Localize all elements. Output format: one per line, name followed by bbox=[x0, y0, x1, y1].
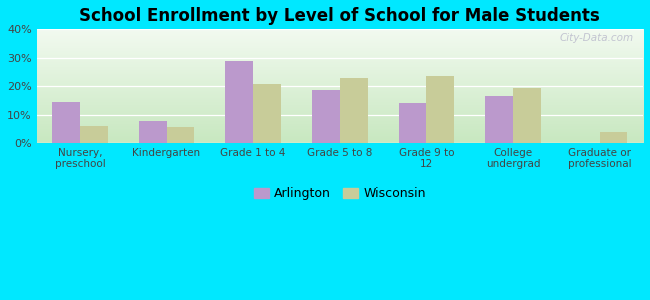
Bar bbox=[226, 61, 253, 143]
Text: City-Data.com: City-Data.com bbox=[560, 33, 634, 43]
Bar bbox=[166, 127, 194, 143]
Legend: Arlington, Wisconsin: Arlington, Wisconsin bbox=[254, 187, 426, 200]
Bar bbox=[312, 90, 340, 143]
Bar bbox=[486, 96, 513, 143]
Bar bbox=[426, 76, 454, 143]
Bar bbox=[80, 126, 108, 143]
Bar bbox=[513, 88, 541, 143]
Bar bbox=[340, 78, 367, 143]
Title: School Enrollment by Level of School for Male Students: School Enrollment by Level of School for… bbox=[79, 7, 600, 25]
Bar bbox=[52, 102, 80, 143]
Bar bbox=[600, 132, 627, 143]
Bar bbox=[398, 103, 426, 143]
Bar bbox=[139, 121, 166, 143]
Bar bbox=[253, 84, 281, 143]
